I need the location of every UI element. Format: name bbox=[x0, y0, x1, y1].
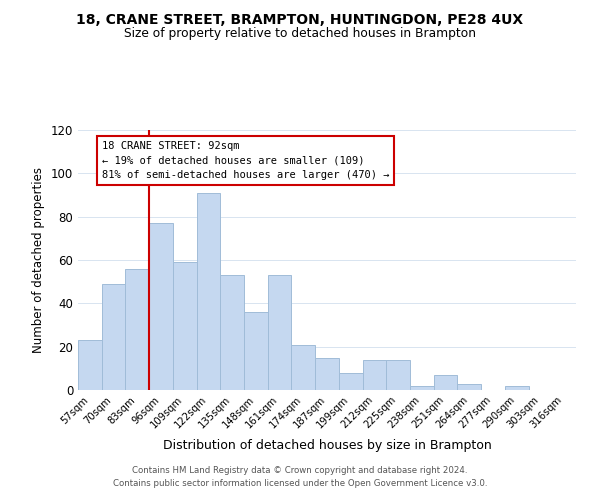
Bar bbox=[339, 372, 362, 390]
Bar bbox=[362, 360, 386, 390]
Bar bbox=[197, 193, 220, 390]
Y-axis label: Number of detached properties: Number of detached properties bbox=[32, 167, 45, 353]
Text: 18 CRANE STREET: 92sqm
← 19% of detached houses are smaller (109)
81% of semi-de: 18 CRANE STREET: 92sqm ← 19% of detached… bbox=[102, 141, 389, 180]
Bar bbox=[220, 275, 244, 390]
Bar bbox=[457, 384, 481, 390]
Bar bbox=[505, 386, 529, 390]
Text: Size of property relative to detached houses in Brampton: Size of property relative to detached ho… bbox=[124, 28, 476, 40]
Bar bbox=[149, 223, 173, 390]
Bar bbox=[125, 268, 149, 390]
Text: Contains HM Land Registry data © Crown copyright and database right 2024.
Contai: Contains HM Land Registry data © Crown c… bbox=[113, 466, 487, 487]
Bar bbox=[434, 375, 457, 390]
X-axis label: Distribution of detached houses by size in Brampton: Distribution of detached houses by size … bbox=[163, 439, 491, 452]
Bar bbox=[315, 358, 339, 390]
Bar bbox=[386, 360, 410, 390]
Bar bbox=[244, 312, 268, 390]
Bar bbox=[292, 344, 315, 390]
Bar bbox=[268, 275, 292, 390]
Bar bbox=[78, 340, 102, 390]
Bar bbox=[410, 386, 434, 390]
Bar bbox=[173, 262, 197, 390]
Text: 18, CRANE STREET, BRAMPTON, HUNTINGDON, PE28 4UX: 18, CRANE STREET, BRAMPTON, HUNTINGDON, … bbox=[76, 12, 524, 26]
Bar bbox=[102, 284, 125, 390]
